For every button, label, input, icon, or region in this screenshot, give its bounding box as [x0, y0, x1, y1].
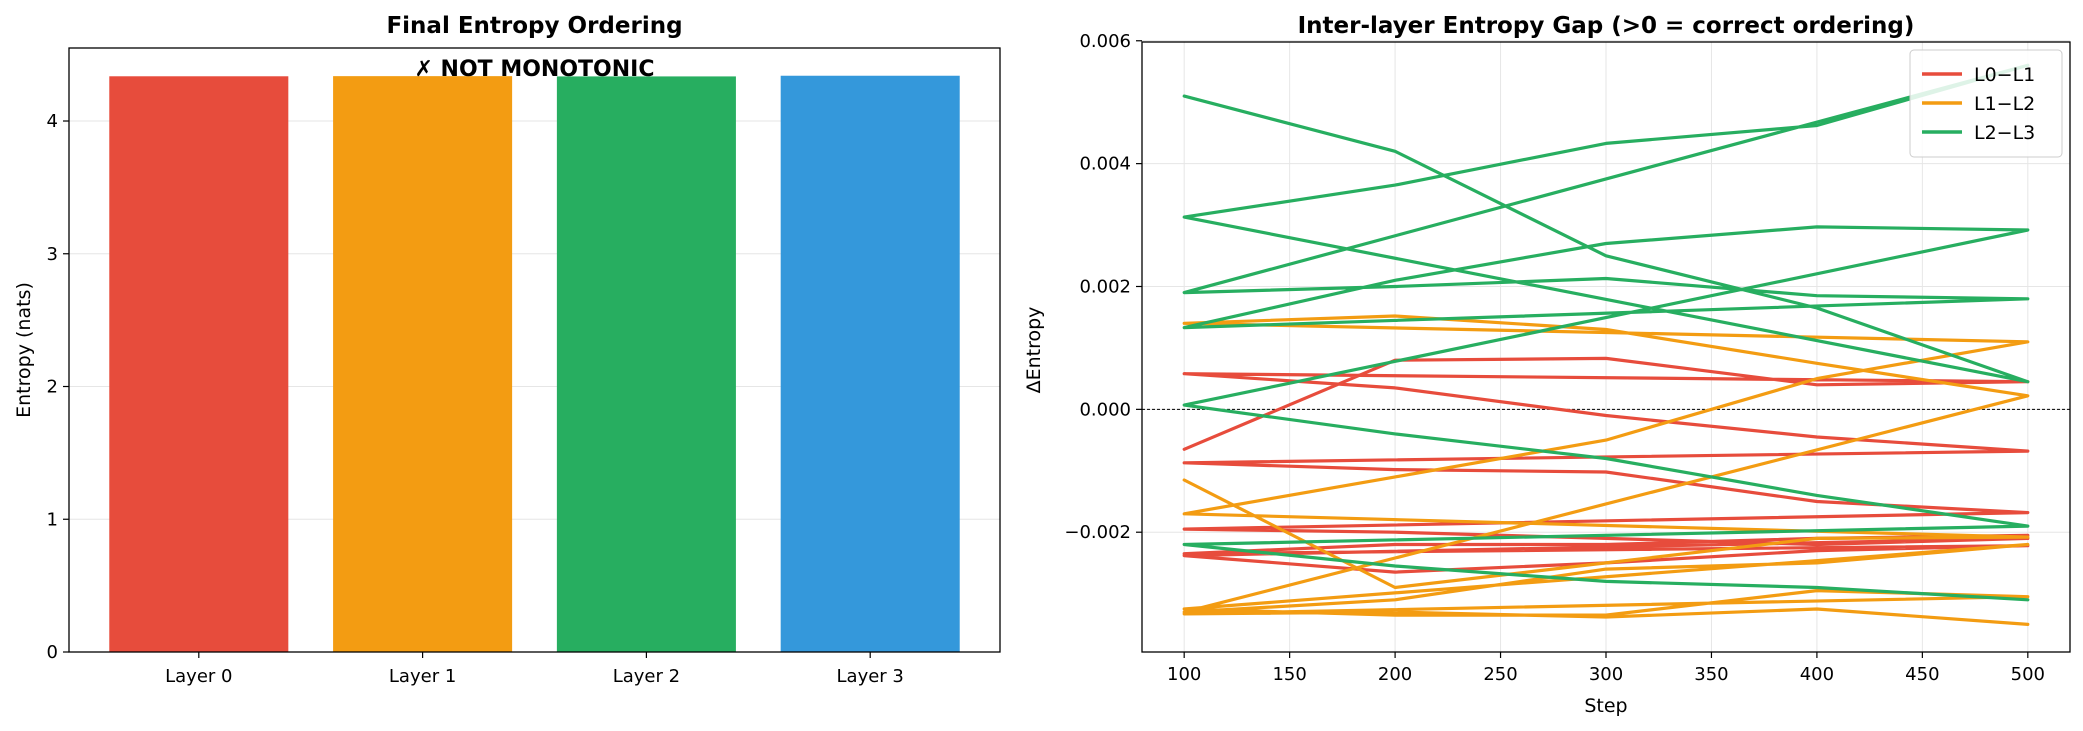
bar-chart-ticks: 0 1 2 3 4 Layer 0 Layer 1 Layer 2 Layer 3 [47, 111, 904, 687]
bar-chart-ylabel: Entropy (nats) [13, 282, 35, 418]
line-chart-xtick-label: 500 [2011, 664, 2045, 685]
line-chart-xtick-label: 400 [1800, 664, 1834, 685]
bar-chart-bars [109, 75, 960, 653]
bar-chart-ytick-label: 2 [47, 377, 58, 398]
bar-chart-ytick-label: 4 [47, 111, 58, 132]
line-chart-xtick-label: 450 [1905, 664, 1939, 685]
bar-chart-xtick-label: Layer 2 [613, 666, 680, 687]
line-chart-xtick-label: 100 [1167, 664, 1201, 685]
line-chart-xtick-label: 200 [1378, 664, 1412, 685]
bar [556, 76, 736, 653]
bar-chart-xtick-label: Layer 1 [389, 666, 456, 687]
line-chart-title: Inter-layer Entropy Gap (>0 = correct or… [1298, 13, 1915, 39]
line-chart-panel: 100 150 200 250 300 350 400 450 500 −0.002 0.000 0.… [1023, 13, 2071, 717]
line-chart-ytick-label: −0.002 [1064, 522, 1131, 543]
line-chart-xtick-label: 300 [1589, 664, 1623, 685]
bar [333, 76, 513, 653]
bar-chart-title: Final Entropy Ordering [386, 13, 682, 39]
legend-label: L2−L3 [1974, 122, 2035, 144]
legend-label: L0−L1 [1974, 64, 2035, 86]
line-chart-xtick-label: 250 [1483, 664, 1517, 685]
series-line [1182, 63, 2030, 602]
line-chart-ticks: 100 150 200 250 300 350 400 450 500 −0.002 0.000 0.… [1064, 31, 2045, 685]
line-chart-ytick-label: 0.006 [1079, 31, 1131, 52]
bar-chart-frame [68, 47, 1001, 653]
line-chart-ytick-label: 0.002 [1079, 276, 1131, 297]
line-chart-ytick-label: 0.004 [1079, 154, 1131, 175]
bar-chart-ytick-label: 1 [47, 509, 58, 530]
bar-chart-ytick-label: 0 [47, 642, 58, 663]
bar-chart-ytick-label: 3 [47, 244, 58, 265]
line-chart-series [1182, 63, 2030, 627]
series-line [1182, 314, 2030, 627]
line-chart-xtick-label: 350 [1694, 664, 1728, 685]
line-chart-ytick-label: 0.000 [1079, 399, 1131, 420]
bar-chart-xtick-label: Layer 0 [165, 666, 232, 687]
line-chart-legend: L0−L1 L1−L2 L2−L3 [1909, 49, 2063, 158]
bar-chart-panel: 0 1 2 3 4 Layer 0 Layer 1 Layer 2 Layer 3 Final … [13, 13, 1001, 687]
not-monotonic-annotation: ✗ NOT MONOTONIC [414, 57, 654, 82]
bar [780, 75, 960, 652]
line-chart-xtick-label: 150 [1272, 664, 1306, 685]
legend-label: L1−L2 [1974, 93, 2035, 115]
line-chart-ylabel: ΔEntropy [1023, 307, 1045, 394]
bar [109, 76, 289, 653]
line-chart-xlabel: Step [1584, 695, 1627, 717]
bar-chart-xtick-label: Layer 3 [837, 666, 904, 687]
